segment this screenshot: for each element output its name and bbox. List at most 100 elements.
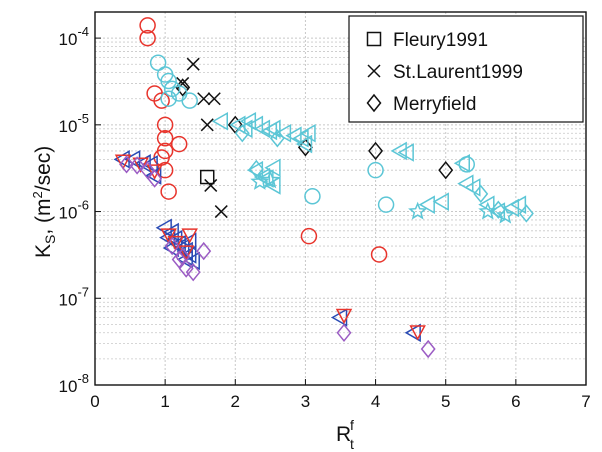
data-point-x	[197, 92, 211, 106]
x-tick-label: 7	[581, 392, 590, 411]
legend-label: Merryfield	[393, 94, 476, 115]
data-point-triangle-left	[418, 195, 435, 214]
x-axis-label-sub: t	[350, 436, 354, 452]
x-tick-label: 0	[90, 392, 99, 411]
data-point-diamond	[490, 200, 506, 219]
plot-frame	[94, 11, 587, 386]
x-tick-label: 2	[231, 392, 240, 411]
data-point-circle	[156, 116, 174, 134]
data-point-triangle-down	[146, 164, 163, 180]
data-point-triangle-left	[236, 119, 253, 139]
data-point-triangle-down	[181, 228, 198, 244]
x-tick-label: 5	[441, 392, 450, 411]
data-point-star	[478, 201, 498, 220]
series-red-triangle-down	[114, 154, 426, 341]
legend-label: St.Laurent1999	[393, 62, 523, 83]
data-point-circle	[181, 92, 198, 109]
series-red-circle	[139, 17, 388, 263]
data-point-x	[176, 76, 190, 90]
legend-frame	[348, 15, 584, 123]
y-axis-label-sub: S	[42, 235, 58, 244]
axis-ticks: 0 1 2 3 4 5 6 7 10-8 10-7 10-6 10-5 10-4	[59, 24, 591, 411]
y-tick-label: 10-7	[59, 284, 89, 309]
y-axis-label-tail: , (m	[32, 198, 55, 234]
data-point-circle	[160, 183, 177, 200]
data-point-x	[214, 205, 228, 219]
data-point-diamond	[297, 138, 313, 157]
data-point-diamond	[368, 141, 384, 161]
data-point-triangle-down	[167, 235, 184, 252]
data-point-diamond	[518, 204, 534, 223]
data-point-triangle-down	[114, 154, 132, 170]
data-point-diamond	[171, 250, 187, 269]
series-purple-diamond	[119, 155, 436, 359]
data-point-circle	[370, 246, 388, 263]
data-point-diamond	[248, 159, 264, 179]
data-point-triangle-left	[264, 119, 281, 139]
data-point-circle	[156, 130, 174, 147]
data-point-diamond	[185, 262, 201, 282]
data-point-diamond	[178, 259, 194, 278]
legend-label: Fleury1991	[393, 30, 488, 51]
data-point-circle	[300, 227, 318, 245]
series-cyan-diamond	[234, 124, 534, 223]
data-point-circle	[139, 17, 156, 34]
x-axis-label-sup: f	[350, 417, 354, 433]
data-point-star	[260, 170, 280, 189]
y-axis-label-sup: 2	[30, 191, 45, 198]
x-axis-label-main: R	[336, 423, 351, 446]
data-point-triangle-left	[285, 126, 302, 145]
data-point-triangle-left	[295, 134, 313, 154]
legend: Fleury1991 St.Laurent1999 Merryfield	[348, 15, 584, 123]
data-point-triangle-left	[253, 119, 271, 139]
data-point-square	[199, 169, 215, 185]
data-point-star	[408, 201, 428, 220]
data-point-circle	[304, 188, 321, 205]
data-point-triangle-left	[390, 141, 407, 161]
data-point-diamond	[129, 156, 145, 175]
data-point-triangle-left	[453, 154, 470, 173]
data-point-circle	[377, 196, 395, 213]
legend-marker-x	[367, 64, 381, 78]
data-point-triangle-left	[432, 192, 449, 211]
data-point-x	[207, 92, 221, 106]
data-point-triangle-down	[132, 157, 149, 173]
data-point-triangle-left	[257, 169, 274, 188]
data-point-triangle-left	[478, 195, 495, 214]
y-tick-label: 10-4	[59, 24, 89, 49]
data-point-diamond	[420, 339, 436, 359]
data-point-diamond	[196, 241, 212, 261]
x-tick-label: 1	[160, 392, 169, 411]
data-point-circle	[153, 92, 170, 109]
svg-text:KS, (m2/sec): KS, (m2/sec)	[30, 146, 58, 258]
x-axis-title: R f t	[336, 417, 354, 452]
data-point-circle	[160, 72, 177, 90]
legend-marker-diamond	[366, 93, 382, 113]
y-axis-label-main: K	[32, 244, 55, 258]
legend-marker-square	[366, 31, 382, 47]
series-black-x	[176, 57, 228, 219]
series-cyan-star	[250, 170, 515, 224]
data-point-diamond	[269, 129, 285, 148]
data-point-star	[495, 205, 515, 224]
data-point-diamond	[147, 169, 163, 188]
data-point-triangle-left	[397, 143, 414, 162]
data-point-triangle-left	[176, 250, 193, 269]
data-point-x	[186, 57, 200, 71]
data-point-circle	[139, 29, 156, 47]
y-axis-label-end: /sec)	[32, 146, 55, 192]
y-axis-title: KS, (m2/sec)	[30, 146, 58, 258]
data-point-circle	[160, 90, 177, 107]
data-point-diamond	[234, 124, 250, 143]
data-point-triangle-left	[509, 195, 527, 214]
data-point-triangle-left	[457, 174, 474, 193]
y-tick-label: 10-5	[59, 111, 89, 136]
x-tick-label: 3	[301, 392, 310, 411]
x-tick-label: 4	[371, 392, 380, 411]
y-tick-label: 10-8	[59, 371, 89, 396]
data-point-diamond	[119, 155, 135, 174]
data-point-x	[204, 178, 218, 192]
data-point-diamond	[336, 323, 352, 342]
data-point-diamond	[175, 247, 191, 267]
data-point-triangle-down	[409, 325, 426, 341]
